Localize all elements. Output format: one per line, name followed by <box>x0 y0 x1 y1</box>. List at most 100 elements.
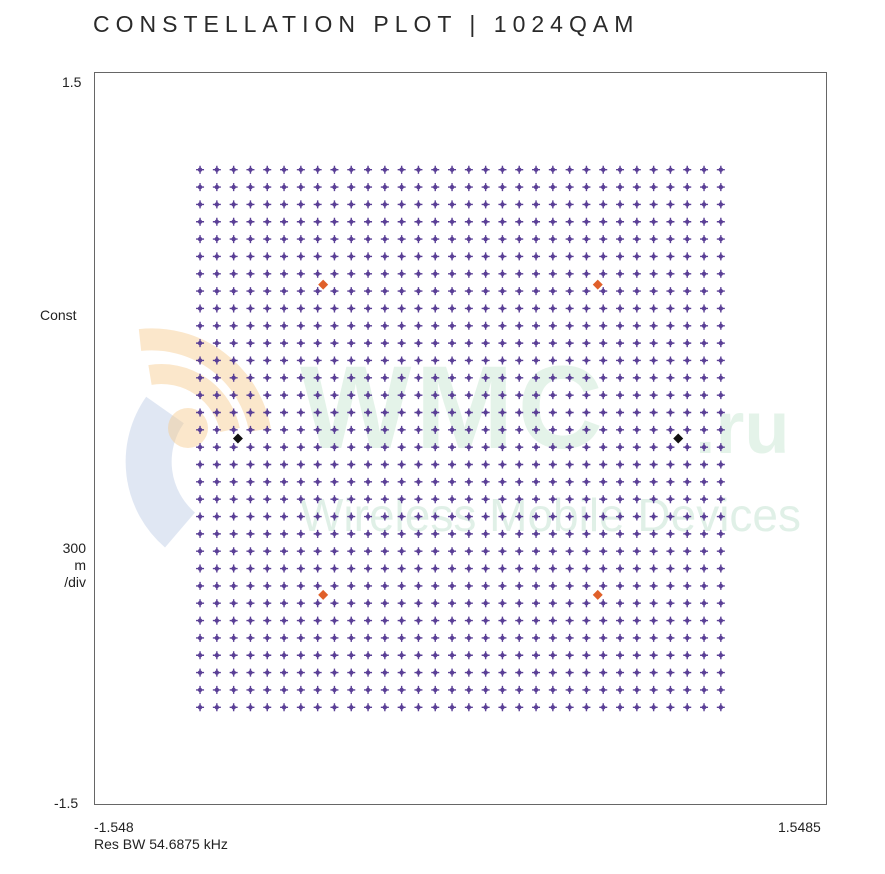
constellation-point <box>212 356 221 365</box>
constellation-point <box>263 581 272 590</box>
constellation-point <box>380 425 389 434</box>
constellation-point <box>632 373 641 382</box>
constellation-point <box>431 425 440 434</box>
constellation-point <box>280 668 289 677</box>
constellation-point <box>414 703 423 712</box>
constellation-point <box>246 269 255 278</box>
constellation-point <box>347 581 356 590</box>
constellation-point <box>448 633 457 642</box>
x-axis-right-label: 1.5485 <box>778 819 821 835</box>
constellation-point <box>246 599 255 608</box>
constellation-point <box>397 321 406 330</box>
constellation-point <box>548 581 557 590</box>
constellation-point <box>599 668 608 677</box>
constellation-point <box>263 443 272 452</box>
constellation-point <box>616 425 625 434</box>
constellation-point <box>666 235 675 244</box>
constellation-point <box>464 269 473 278</box>
constellation-point <box>481 252 490 261</box>
constellation-point <box>599 512 608 521</box>
constellation-point <box>246 408 255 417</box>
constellation-point <box>716 651 725 660</box>
constellation-point <box>599 408 608 417</box>
constellation-point <box>599 685 608 694</box>
constellation-point <box>632 477 641 486</box>
constellation-point <box>229 321 238 330</box>
constellation-point <box>481 443 490 452</box>
constellation-point <box>280 321 289 330</box>
constellation-point <box>414 321 423 330</box>
constellation-point <box>296 339 305 348</box>
constellation-point <box>481 217 490 226</box>
constellation-point <box>196 217 205 226</box>
constellation-point <box>280 581 289 590</box>
constellation-point <box>532 529 541 538</box>
constellation-point <box>582 703 591 712</box>
constellation-point <box>464 668 473 677</box>
constellation-point <box>498 651 507 660</box>
constellation-point <box>666 183 675 192</box>
constellation-point <box>347 512 356 521</box>
constellation-point <box>498 373 507 382</box>
constellation-point <box>263 633 272 642</box>
constellation-point <box>347 547 356 556</box>
constellation-point <box>716 564 725 573</box>
constellation-point <box>330 477 339 486</box>
constellation-point <box>246 321 255 330</box>
constellation-point <box>212 495 221 504</box>
y-scale-per-div: /div <box>64 574 86 590</box>
constellation-point <box>397 287 406 296</box>
constellation-point <box>246 252 255 261</box>
constellation-point <box>280 200 289 209</box>
constellation-point <box>515 703 524 712</box>
constellation-point <box>683 616 692 625</box>
constellation-point <box>481 165 490 174</box>
constellation-point <box>700 460 709 469</box>
constellation-point <box>263 668 272 677</box>
constellation-point <box>683 321 692 330</box>
constellation-point <box>683 581 692 590</box>
constellation-point <box>397 529 406 538</box>
constellation-point <box>582 425 591 434</box>
constellation-point <box>448 616 457 625</box>
constellation-point <box>448 651 457 660</box>
constellation-point <box>196 599 205 608</box>
constellation-point <box>196 443 205 452</box>
constellation-point <box>700 443 709 452</box>
constellation-point <box>448 235 457 244</box>
constellation-point <box>313 564 322 573</box>
constellation-point <box>431 685 440 694</box>
constellation-point <box>330 460 339 469</box>
constellation-point <box>666 633 675 642</box>
constellation-point <box>414 581 423 590</box>
constellation-point <box>196 391 205 400</box>
constellation-point <box>246 495 255 504</box>
constellation-point <box>246 564 255 573</box>
constellation-point <box>548 373 557 382</box>
constellation-point <box>212 304 221 313</box>
constellation-point <box>515 408 524 417</box>
constellation-point <box>532 217 541 226</box>
constellation-point <box>532 269 541 278</box>
constellation-point <box>431 252 440 261</box>
constellation-point <box>464 685 473 694</box>
constellation-point <box>330 564 339 573</box>
constellation-point <box>616 581 625 590</box>
constellation-point <box>448 668 457 677</box>
constellation-point <box>464 217 473 226</box>
constellation-point <box>498 633 507 642</box>
constellation-point <box>599 460 608 469</box>
constellation-point <box>683 200 692 209</box>
constellation-point <box>532 581 541 590</box>
constellation-point <box>280 633 289 642</box>
constellation-point <box>498 529 507 538</box>
constellation-point <box>246 685 255 694</box>
constellation-point <box>347 165 356 174</box>
constellation-point <box>397 200 406 209</box>
constellation-point <box>565 391 574 400</box>
constellation-point <box>431 235 440 244</box>
constellation-point <box>616 391 625 400</box>
constellation-point <box>565 651 574 660</box>
constellation-point <box>313 703 322 712</box>
constellation-point <box>313 599 322 608</box>
